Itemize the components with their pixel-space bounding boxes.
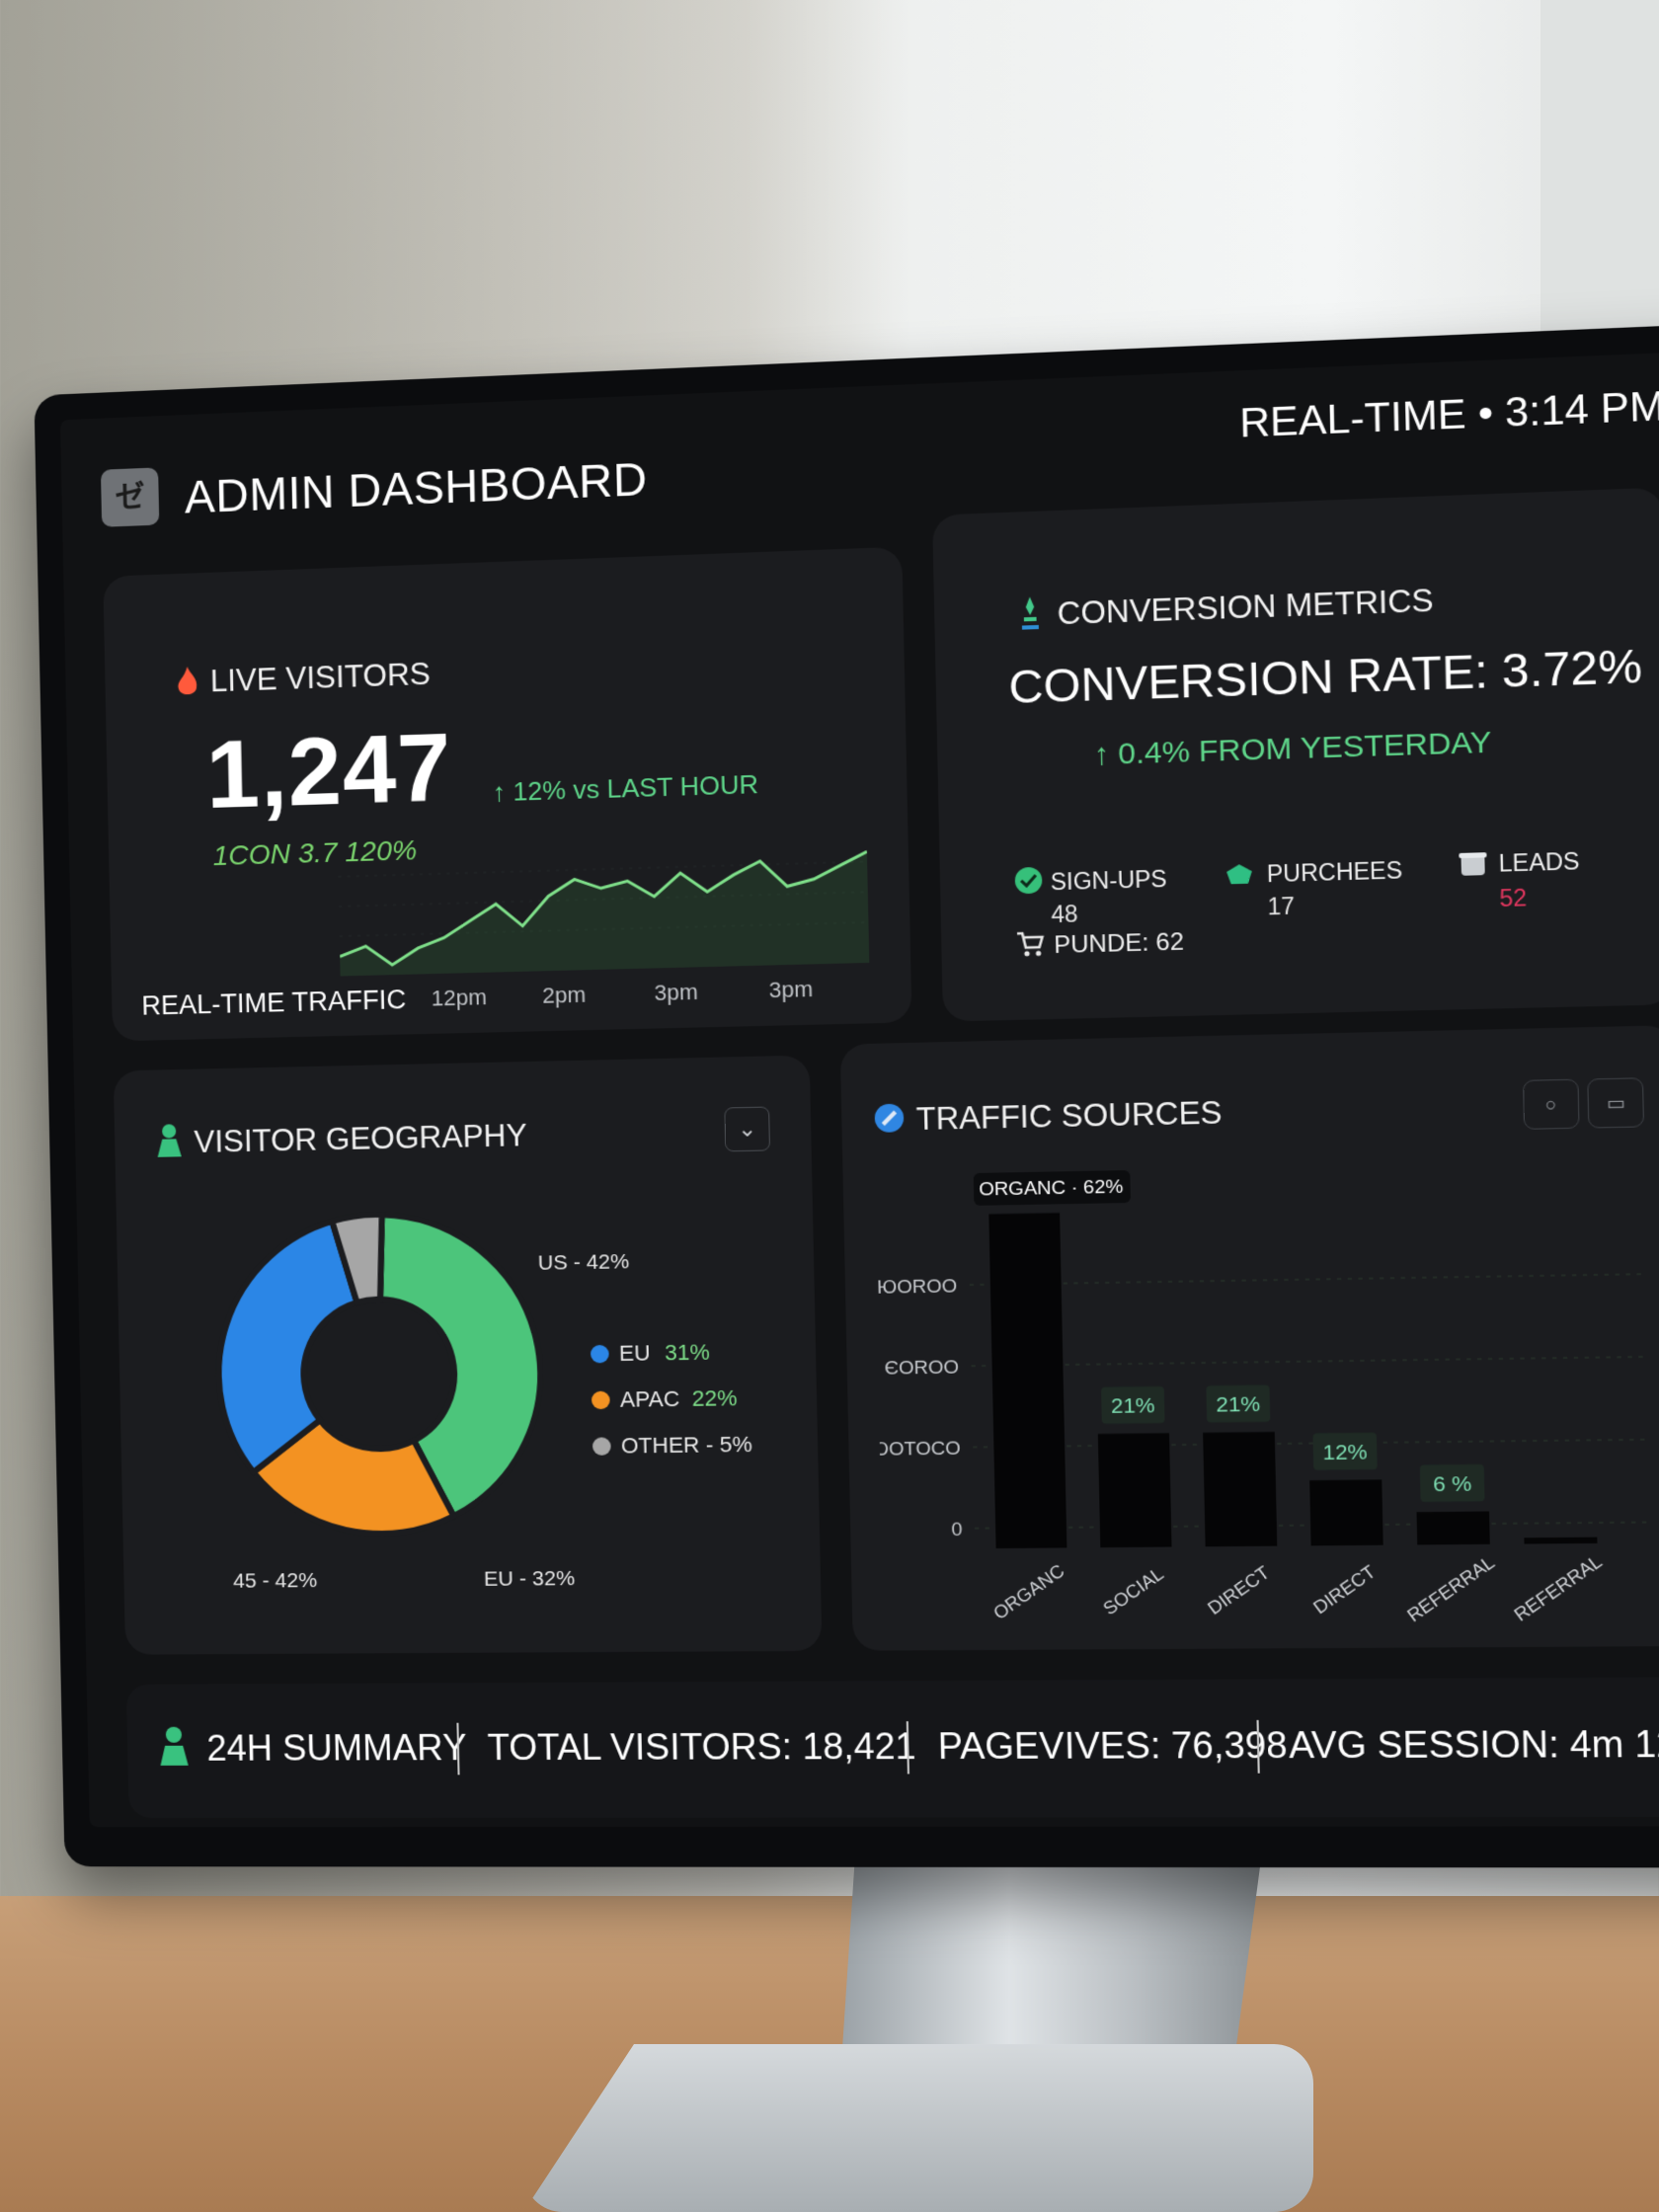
conversion-delta: ↑ 0.4% FROM YESTERDAY [1093,725,1492,772]
y-tick-label: ЄOROO [885,1357,960,1380]
purchases-label: PURCHEES [1266,856,1403,888]
live-visitors-card: LIVE VISITORS 1,247 ↑ 12% vs LAST HOUR 1… [103,546,912,1042]
traffic-x-tick: 12pm [431,984,488,1011]
bar-data-label: 21% [1111,1394,1155,1418]
x-category-label: ORGANC [989,1560,1068,1623]
trophy-icon [1021,596,1039,630]
y-tick-label: ЮOROO [877,1276,957,1299]
realtime-traffic-chart [338,831,869,977]
bar-4 [1416,1511,1490,1545]
x-category-label: SOCIAL [1099,1563,1167,1619]
conversion-metrics-title: CONVERSION METRICS [1057,582,1435,632]
donut-callout-bottom-right: EU - 32% [483,1566,576,1591]
visitor-geography-donut [205,1202,554,1545]
legend-label: EU [618,1340,651,1367]
summary-title: 24H SUMMARY [205,1726,467,1769]
donut-slice-apac [253,1418,454,1535]
bar-3 [1309,1479,1383,1546]
live-visitor-delta: ↑ 12% vs LAST HOUR [492,768,759,808]
x-category-label: REFERRAL [1403,1551,1499,1625]
y-tick-label: 0 [951,1519,963,1540]
y-tick-label: ЮOTOCO [874,1438,961,1461]
checkmark-icon [1014,866,1043,895]
flame-icon [178,666,198,695]
legend-label: APAC [619,1385,680,1412]
bar-0 [988,1213,1067,1549]
monitor-stand-base [523,2044,1313,2212]
donut-slice-eu [215,1221,360,1472]
legend-item-eu: EU 31% [590,1339,710,1367]
traffic-sources-card: TRAFFIC SOURCES ○ ▭ ЮOROO ЄOROO ЮOTOCO 0 ORG… [839,1025,1659,1651]
pundes-label: PUNDE: 62 [1053,927,1185,960]
traffic-x-tick: 2pm [541,982,587,1008]
person-badge-icon [160,1726,189,1766]
live-visitor-count: 1,247 [204,714,453,830]
legend-swatch [592,1437,611,1456]
leads-label: LEADS [1498,847,1580,877]
x-category-label: DIRECT [1204,1562,1273,1619]
summary-pageviews: PAGEVIVES: 76,398 [937,1723,1289,1768]
traffic-area [338,851,870,977]
summary-total-visitors: TOTAL VISITORS: 18,421 [487,1725,917,1769]
signups-label: SIGN-UPS [1050,865,1167,896]
legend-value: 31% [664,1339,710,1366]
purchases-value: 17 [1267,892,1296,920]
bar-2 [1203,1432,1278,1547]
legend-swatch [590,1344,609,1364]
conversion-rate: CONVERSION RATE: 3.72% [1007,639,1643,714]
monitor: ゼ ADMIN DASHBOARD REAL-TIME • 3:14 PM LI… [34,323,1659,1868]
x-category-label: REFERRAL [1510,1551,1606,1625]
top-bar-tooltip-text: ORGANC · 62% [979,1176,1124,1200]
grid-line [972,1357,1650,1366]
dashboard-screen: ゼ ADMIN DASHBOARD REAL-TIME • 3:14 PM LI… [59,350,1659,1828]
x-category-label: DIRECT [1309,1561,1380,1618]
traffic-x-tick: 3pm [654,979,699,1006]
legend-swatch [591,1390,610,1410]
realtime-clock: REAL-TIME • 3:14 PM [1238,383,1659,446]
leads-value: 52 [1499,884,1528,912]
legend-value: 22% [691,1384,738,1411]
legend-label: OTHER - 5% [620,1431,753,1459]
traffic-grid-line [338,862,867,877]
donut-slice-other [332,1215,383,1303]
visitor-geography-card: VISITOR GEOGRAPHY ⌄ US - 42% 45 - 42% EU… [113,1055,823,1655]
purchase-hat-icon [1225,864,1253,885]
leads-cup-icon [1459,852,1487,876]
live-visitors-title: LIVE VISITORS [209,656,432,699]
visitor-geography-title: VISITOR GEOGRAPHY [194,1117,528,1160]
grid-line [970,1274,1648,1285]
compass-icon [874,1103,905,1133]
traffic-sources-title: TRAFFIC SOURCES [915,1094,1223,1138]
filter-button[interactable]: ▭ [1587,1077,1645,1129]
donut-callout-bottom-left: 45 - 42% [232,1568,318,1593]
bar-1 [1097,1433,1172,1548]
bar-5 [1524,1537,1598,1544]
refresh-button[interactable]: ○ [1522,1078,1580,1130]
app-logo: ゼ [100,467,160,527]
person-pin-icon [157,1124,182,1157]
bar-data-label: 21% [1216,1393,1260,1417]
cart-icon [1014,928,1046,957]
summary-avg-session: AVG SESSION: 4m 12s [1288,1722,1659,1767]
signups-value: 48 [1051,900,1078,928]
conversion-metrics-card: CONVERSION METRICS CONVERSION RATE: 3.72… [932,487,1659,1022]
traffic-sources-chart: ЮOROO ЄOROO ЮOTOCO 0 ORGANC 21% SOCIAL 21% DIREC… [874,1169,1659,1625]
bar-data-label: 6 % [1433,1472,1472,1496]
realtime-traffic-label: REAL-TIME TRAFFIC [141,984,407,1021]
donut-callout-us: US - 42% [537,1249,630,1275]
legend-item-other: OTHER - 5% [592,1432,752,1460]
grid-line [973,1440,1651,1448]
legend-item-apac: APAC 22% [591,1384,738,1413]
bar-data-label: 12% [1322,1441,1368,1464]
page-title: ADMIN DASHBOARD [184,452,649,523]
summary-bar: 24H SUMMARY TOTAL VISITORS: 18,421 PAGEV… [125,1677,1659,1819]
traffic-x-tick: 3pm [768,976,814,1003]
donut-slice-us [378,1212,543,1517]
geography-dropdown-button[interactable]: ⌄ [724,1106,771,1152]
